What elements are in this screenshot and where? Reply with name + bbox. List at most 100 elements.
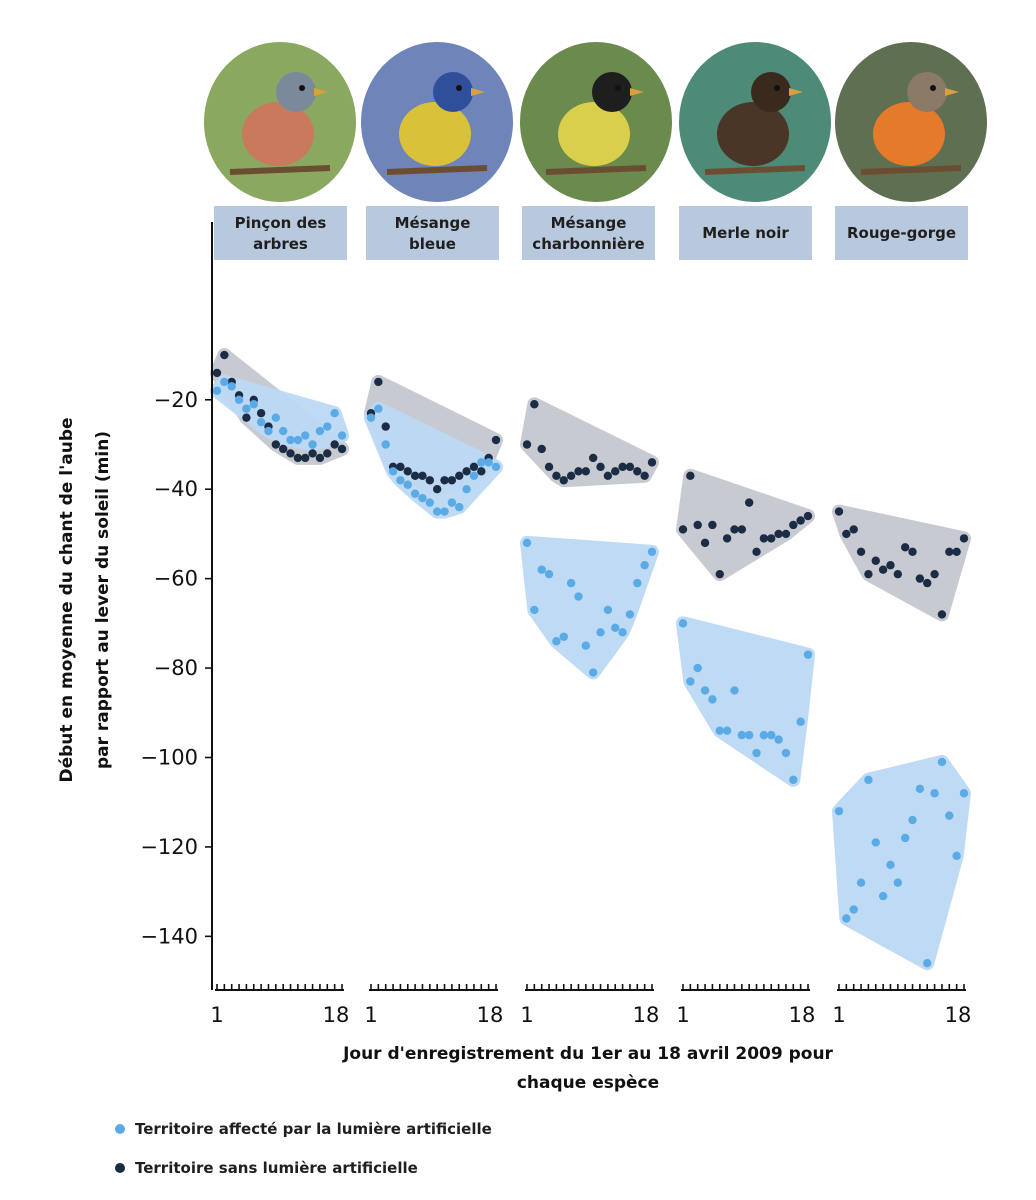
data-point-lit xyxy=(227,382,236,391)
data-point-lit xyxy=(789,775,798,785)
bird-beak xyxy=(630,88,644,96)
data-point-dark xyxy=(737,525,747,534)
data-point-dark xyxy=(315,453,325,463)
data-point-lit xyxy=(796,717,805,726)
x-axis-title-line1: Jour d'enregistrement du 1er au 18 avril… xyxy=(342,1044,833,1064)
y-tick-label: −120 xyxy=(140,835,198,859)
data-point-dark xyxy=(432,485,442,494)
data-point-lit xyxy=(432,507,442,516)
bird-photo-1 xyxy=(204,42,356,202)
data-point-lit xyxy=(708,695,717,704)
bird-perch xyxy=(545,165,647,175)
legend-dark-label: Territoire sans lumière artificielle xyxy=(135,1159,418,1177)
data-point-lit xyxy=(220,377,229,387)
data-point-dark xyxy=(537,444,546,454)
data-point-dark xyxy=(767,534,776,543)
data-point-lit xyxy=(588,668,598,677)
data-point-lit xyxy=(574,592,583,601)
data-point-lit xyxy=(893,878,903,887)
data-point-dark xyxy=(678,525,688,534)
data-point-lit xyxy=(952,851,961,861)
bird-beak xyxy=(945,88,959,96)
data-point-dark xyxy=(834,507,844,516)
species-label-text: Rouge-gorge xyxy=(847,224,956,242)
data-point-dark xyxy=(212,368,222,378)
bird-body xyxy=(558,102,630,166)
bird-photos xyxy=(204,42,987,202)
bird-body xyxy=(717,102,789,166)
data-point-dark xyxy=(700,538,710,548)
data-point-lit xyxy=(410,489,420,498)
data-point-lit xyxy=(715,726,724,735)
bird-head xyxy=(276,72,316,112)
data-point-lit xyxy=(308,440,317,449)
data-point-dark xyxy=(686,471,695,480)
data-point-lit xyxy=(625,610,635,619)
data-point-dark xyxy=(856,547,866,557)
lit-area-5 xyxy=(832,754,971,971)
bird-eye xyxy=(456,85,462,91)
data-point-lit xyxy=(337,431,347,440)
bird-head xyxy=(751,72,791,112)
data-point-lit xyxy=(923,958,932,968)
data-point-dark xyxy=(886,561,895,570)
data-point-lit xyxy=(737,730,747,740)
data-point-dark xyxy=(381,422,390,431)
data-point-dark xyxy=(952,547,961,557)
x-tick-label-first: 1 xyxy=(364,1003,377,1027)
data-point-lit xyxy=(842,914,851,923)
data-point-lit xyxy=(455,502,464,512)
species-labels: Pinçon des arbres Mésange bleue Mésange charb… xyxy=(214,206,968,260)
bird-perch xyxy=(229,165,331,175)
species-label-3: Mésange charbonnière xyxy=(522,206,655,260)
data-point-dark xyxy=(842,529,851,539)
species-label-box xyxy=(835,206,968,260)
x-tick-label-first: 1 xyxy=(676,1003,689,1027)
y-axis-title-line2: par rapport au lever du soleil (min) xyxy=(93,431,113,769)
data-point-lit xyxy=(871,838,880,847)
data-point-dark xyxy=(330,440,339,449)
data-point-dark xyxy=(574,467,583,476)
data-point-dark xyxy=(603,471,613,480)
data-point-dark xyxy=(220,350,229,360)
data-point-dark xyxy=(323,449,332,458)
data-point-dark xyxy=(647,458,657,467)
data-point-lit xyxy=(491,462,501,472)
data-point-lit xyxy=(618,628,627,637)
data-point-lit xyxy=(271,413,281,422)
data-point-lit xyxy=(278,426,288,436)
species-label-5: Rouge-gorge xyxy=(835,206,968,260)
species-label-1: Pinçon des arbres xyxy=(214,206,347,260)
data-point-lit xyxy=(686,677,695,686)
data-point-dark xyxy=(611,467,620,476)
data-point-lit xyxy=(730,686,739,695)
data-point-dark xyxy=(715,569,724,579)
data-point-lit xyxy=(945,811,954,820)
y-tick-label: −80 xyxy=(154,656,198,680)
bird-eye xyxy=(774,85,780,91)
data-point-lit xyxy=(477,458,486,467)
data-point-lit xyxy=(722,726,732,735)
x-tick-label-first: 1 xyxy=(832,1003,845,1027)
data-point-lit xyxy=(264,426,273,436)
x-axis: 1 18 1 18 1 18 1 18 1 18 xyxy=(210,984,971,1027)
data-point-lit xyxy=(581,641,591,650)
species-label-text: Mésange xyxy=(395,214,471,232)
data-point-dark xyxy=(544,462,554,472)
data-point-dark xyxy=(462,467,471,476)
bird-eye xyxy=(299,85,305,91)
bird-beak xyxy=(314,88,328,96)
data-point-lit xyxy=(381,440,390,449)
data-point-lit xyxy=(396,476,405,485)
data-point-dark xyxy=(566,471,576,480)
data-point-lit xyxy=(774,735,783,744)
x-tick-label-last: 18 xyxy=(323,1003,350,1027)
lit-area-4 xyxy=(676,616,815,787)
data-point-lit xyxy=(937,757,947,767)
data-point-lit xyxy=(484,458,493,467)
lit-area-3 xyxy=(520,535,659,680)
data-point-dark xyxy=(722,534,732,543)
data-point-lit xyxy=(440,507,449,516)
bird-perch xyxy=(386,165,488,175)
data-point-lit xyxy=(418,493,427,503)
